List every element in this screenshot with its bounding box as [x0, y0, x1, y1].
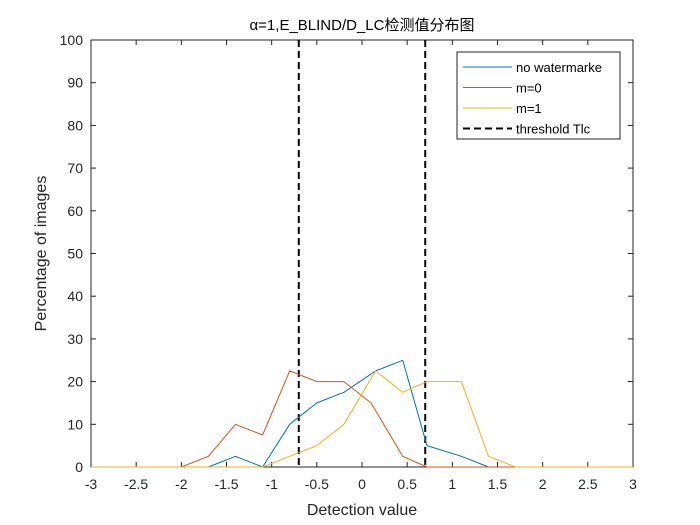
- y-tick-label: 60: [67, 203, 83, 219]
- x-tick-label: 0: [358, 476, 366, 492]
- legend-label: no watermarke: [516, 60, 602, 75]
- legend-label: m=1: [516, 101, 542, 116]
- x-tick-label: 0.5: [397, 476, 417, 492]
- y-axis: 0 10 20 30 40 50 60 70 80 90 100: [60, 32, 633, 475]
- y-tick-label: 10: [67, 416, 83, 432]
- y-tick-label: 90: [67, 75, 83, 91]
- legend: no watermarke m=0 m=1 threshold Tlc: [456, 51, 621, 140]
- x-tick-label: -2.5: [124, 476, 148, 492]
- y-tick-label: 100: [60, 32, 84, 48]
- y-axis-label: Percentage of images: [33, 176, 50, 332]
- y-tick-label: 20: [67, 374, 83, 390]
- series-line-2: [91, 370, 633, 468]
- y-tick-label: 70: [67, 160, 83, 176]
- x-axis: -3 -2.5 -2 -1.5 -1 -0.5 0 0.5 1 1.5 2 2.5 3: [85, 40, 637, 492]
- x-axis-label: Detection value: [307, 502, 417, 519]
- x-tick-label: 1: [448, 476, 456, 492]
- x-tick-label: -0.5: [305, 476, 329, 492]
- x-tick-label: -2: [175, 476, 188, 492]
- legend-label: threshold Tlc: [516, 122, 591, 137]
- x-tick-label: 3: [629, 476, 637, 492]
- threshold-lines: [297, 40, 427, 467]
- x-tick-label: 1.5: [488, 476, 508, 492]
- y-tick-label: 30: [67, 331, 83, 347]
- y-tick-label: 80: [67, 117, 83, 133]
- chart-title: α=1,E_BLIND/D_LC检测值分布图: [250, 17, 475, 34]
- x-tick-label: -3: [85, 476, 98, 492]
- series-lines: [91, 359, 633, 468]
- x-tick-label: -1: [265, 476, 278, 492]
- x-tick-label: 2.5: [578, 476, 598, 492]
- y-tick-label: 50: [67, 246, 83, 262]
- y-tick-label: 0: [75, 459, 83, 475]
- legend-label: m=0: [516, 81, 542, 96]
- y-tick-label: 40: [67, 288, 83, 304]
- x-tick-label: -1.5: [214, 476, 238, 492]
- x-tick-label: 2: [539, 476, 547, 492]
